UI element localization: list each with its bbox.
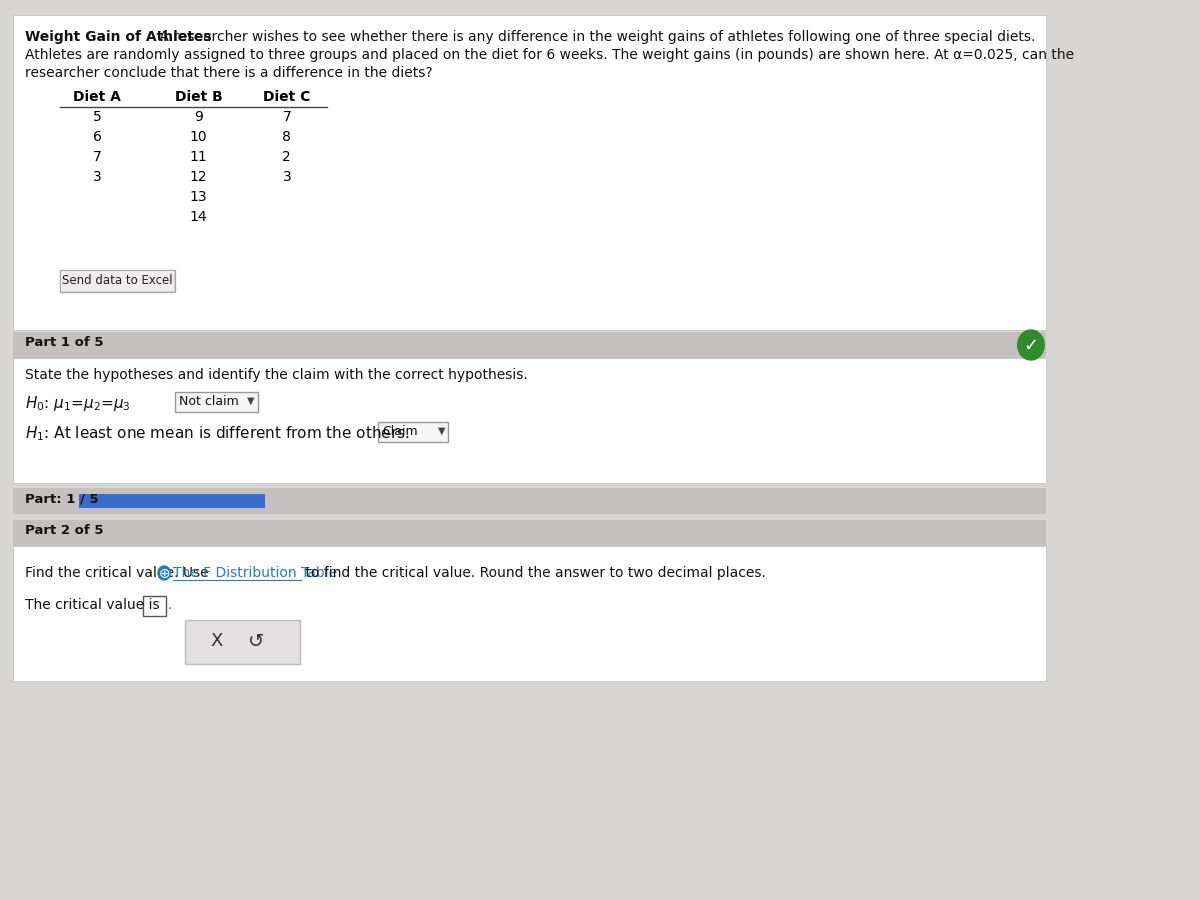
Text: 11: 11 (190, 150, 208, 164)
Text: Part: 1 / 5: Part: 1 / 5 (25, 492, 98, 505)
Bar (175, 392, 258, 412)
Text: 14: 14 (190, 210, 208, 224)
Bar (61, 271, 174, 291)
Text: Athletes are randomly assigned to three groups and placed on the diet for 6 week: Athletes are randomly assigned to three … (25, 48, 1074, 62)
Text: Diet A: Diet A (73, 90, 121, 104)
Text: The F Distribution Table: The F Distribution Table (173, 566, 337, 580)
Text: 8: 8 (282, 130, 292, 144)
Text: Part 1 of 5: Part 1 of 5 (25, 336, 103, 349)
Text: 2: 2 (282, 150, 292, 164)
Text: 13: 13 (190, 190, 208, 204)
Text: 9: 9 (194, 110, 203, 124)
Bar (13, 358, 1046, 483)
Bar (13, 332, 1046, 358)
Text: X: X (210, 632, 222, 650)
Circle shape (158, 566, 170, 580)
Bar (13, 488, 1046, 514)
Text: Send data to Excel: Send data to Excel (62, 274, 173, 287)
Text: to find the critical value. Round the answer to two decimal places.: to find the critical value. Round the an… (301, 566, 766, 580)
Text: .: . (168, 598, 172, 612)
Text: $H_0$: $\mu_1$=$\mu_2$=$\mu_3$: $H_0$: $\mu_1$=$\mu_2$=$\mu_3$ (25, 394, 131, 413)
Text: ↺: ↺ (247, 632, 264, 651)
Text: ▼: ▼ (438, 426, 445, 436)
Text: 12: 12 (190, 170, 208, 184)
Text: 10: 10 (190, 130, 208, 144)
Text: ✓: ✓ (1024, 337, 1038, 355)
Text: 6: 6 (92, 130, 102, 144)
Bar (13, 546, 1046, 681)
Text: Diet B: Diet B (175, 90, 222, 104)
Text: Part 2 of 5: Part 2 of 5 (25, 524, 103, 537)
Bar (378, 422, 449, 442)
Text: 7: 7 (92, 150, 102, 164)
Bar (13, 15, 1046, 330)
Text: The critical value is: The critical value is (25, 598, 160, 612)
Text: 7: 7 (282, 110, 292, 124)
Bar (143, 596, 166, 616)
Text: researcher conclude that there is a difference in the diets?: researcher conclude that there is a diff… (25, 66, 432, 80)
Text: 3: 3 (92, 170, 102, 184)
Text: 5: 5 (92, 110, 102, 124)
Text: State the hypotheses and identify the claim with the correct hypothesis.: State the hypotheses and identify the cl… (25, 368, 528, 382)
Text: ▼: ▼ (247, 396, 254, 406)
Bar (60, 270, 175, 292)
Text: Diet C: Diet C (263, 90, 311, 104)
Text: 3: 3 (282, 170, 292, 184)
Circle shape (1018, 330, 1044, 360)
Bar (185, 620, 300, 664)
Bar (13, 520, 1046, 546)
Text: $H_1$: At least one mean is different from the others.: $H_1$: At least one mean is different fr… (25, 424, 409, 443)
Bar (79, 494, 265, 508)
Text: ⊕: ⊕ (158, 567, 170, 581)
Text: Not claim: Not claim (179, 395, 239, 408)
Text: Claim: Claim (382, 425, 418, 438)
Text: A researcher wishes to see whether there is any difference in the weight gains o: A researcher wishes to see whether there… (155, 30, 1036, 44)
Text: Find the critical value. Use: Find the critical value. Use (25, 566, 209, 580)
Text: Weight Gain of Athletes: Weight Gain of Athletes (25, 30, 211, 44)
